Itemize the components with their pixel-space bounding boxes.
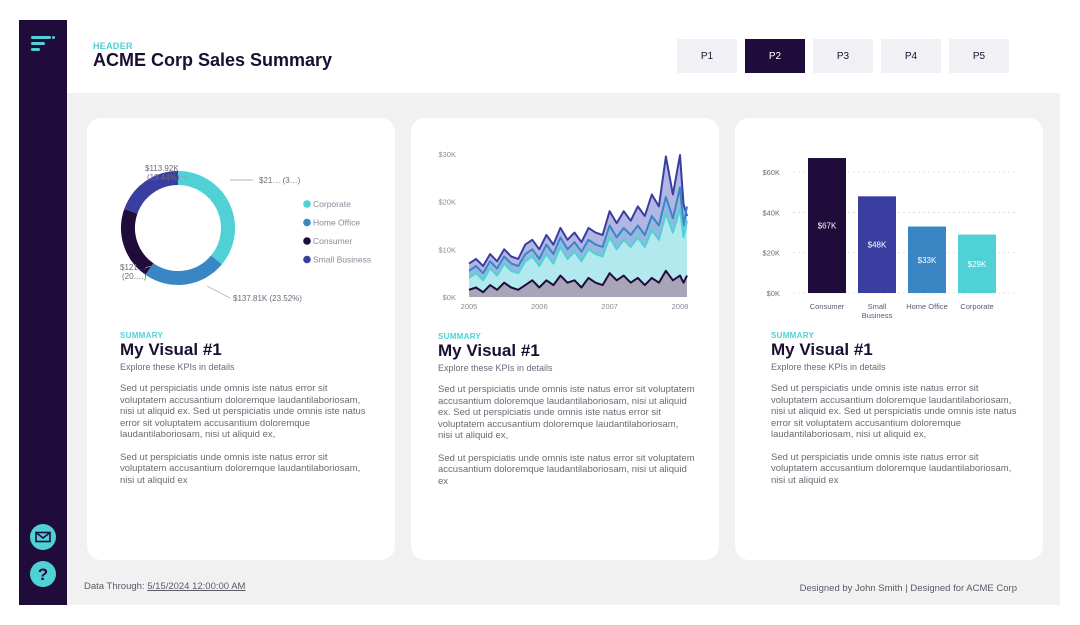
data-through: Data Through: 5/15/2024 12:00:00 AM: [84, 581, 245, 592]
bar-home-office[interactable]: [908, 226, 946, 293]
donut-data-label: (19.44%): [147, 173, 180, 182]
tab-p3[interactable]: P3: [813, 39, 873, 73]
x-tick-label: Home Office: [906, 302, 948, 311]
legend-marker: [303, 237, 311, 245]
card-title: My Visual #1: [120, 340, 222, 359]
y-tick-label: $20K: [438, 198, 456, 207]
y-tick-label: $0K: [767, 289, 780, 298]
menu-icon[interactable]: [30, 34, 56, 56]
donut-leader-line: [206, 285, 231, 299]
card-paragraph: Sed ut perspiciatis unde omnis iste natu…: [438, 452, 695, 487]
bar-data-label: $67K: [818, 222, 837, 231]
card-bar: $0K $20K $40K $60K $67K Consumer $48K Small Busi…: [735, 118, 1043, 560]
bar-consumer[interactable]: [808, 158, 846, 293]
donut-slice-home-office[interactable]: [145, 255, 222, 285]
card-subtitle: Explore these KPIs in details: [771, 362, 886, 372]
x-tick-label: Consumer: [810, 302, 845, 311]
mail-icon: [35, 531, 51, 543]
card-paragraph: Sed ut perspiciatis unde omnis iste natu…: [438, 384, 695, 441]
card-subtitle: Explore these KPIs in details: [438, 363, 553, 373]
area-series-corporate-fill: [469, 208, 687, 297]
area-series-home-office-line[interactable]: [468, 186, 688, 275]
legend-marker: [303, 255, 311, 264]
bar-chart[interactable]: $0K $20K $40K $60K $67K Consumer $48K SmallBusi…: [735, 118, 1043, 323]
card-eyebrow: SUMMARY: [120, 331, 164, 340]
credits: Designed by John Smith | Designed for AC…: [799, 583, 1017, 594]
area-series-consumer-fill: [469, 270, 687, 297]
legend-marker: [303, 218, 311, 227]
donut-slice-corporate[interactable]: [177, 171, 235, 265]
x-tick-label: 2008: [672, 302, 689, 311]
y-tick-label: $20K: [762, 249, 780, 258]
tab-p5[interactable]: P5: [949, 39, 1009, 73]
help-icon: ?: [38, 565, 48, 584]
x-tick-label: 2005: [461, 302, 478, 311]
donut-leader-line: [180, 175, 190, 179]
donut-leader-line: [144, 265, 152, 269]
bar-corporate[interactable]: [958, 234, 996, 293]
page-tabs: P1 P2 P3 P4 P5: [677, 39, 1009, 73]
y-tick-label: $0K: [443, 293, 456, 302]
card-paragraph: Sed ut perspiciatis unde omnis iste natu…: [771, 383, 1017, 440]
donut-data-label: $137.81K (23.52%): [233, 294, 302, 303]
card-donut: $21… (3…) $137.81K (23.52%) $121… (20.…) $11…: [87, 118, 395, 560]
legend-label[interactable]: Small Business: [313, 255, 371, 265]
data-through-date[interactable]: 5/15/2024 12:00:00 AM: [147, 581, 246, 592]
legend-label[interactable]: Home Office: [313, 218, 360, 228]
card-text: SUMMARY My Visual #1 Explore these KPIs …: [771, 331, 1019, 486]
card-eyebrow: SUMMARY: [771, 331, 815, 340]
donut-slice-small-business[interactable]: [124, 171, 179, 214]
card-text: SUMMARY My Visual #1 Explore these KPIs …: [438, 332, 695, 487]
legend-label[interactable]: Corporate: [313, 199, 351, 209]
card-title: My Visual #1: [771, 340, 873, 359]
tab-p1[interactable]: P1: [677, 39, 737, 73]
donut-data-label: $121…: [120, 263, 146, 272]
tab-p4[interactable]: P4: [881, 39, 941, 73]
area-series-small-business-line[interactable]: [468, 154, 688, 267]
donut-data-label: $21… (3…): [259, 176, 301, 185]
y-tick-label: $10K: [438, 245, 456, 254]
svg-text:?: ?: [38, 565, 48, 584]
report-canvas: $21… (3…) $137.81K (23.52%) $121… (20.…) $11…: [67, 93, 1060, 605]
card-paragraph: Sed ut perspiciatis unde omnis iste natu…: [120, 383, 366, 440]
data-through-label: Data Through:: [84, 581, 145, 592]
x-tick-label: Corporate: [960, 302, 993, 311]
bar-data-label: $33K: [918, 256, 937, 265]
area-series-corporate-line[interactable]: [468, 207, 688, 282]
x-tick-label: 2007: [601, 302, 618, 311]
y-tick-label: $40K: [762, 208, 780, 217]
help-button[interactable]: ?: [30, 561, 56, 587]
card-subtitle: Explore these KPIs in details: [120, 362, 235, 372]
bar-data-label: $29K: [968, 260, 987, 269]
bar-data-label: $48K: [868, 241, 887, 250]
card-eyebrow: SUMMARY: [438, 332, 482, 341]
donut-chart[interactable]: $21… (3…) $137.81K (23.52%) $121…(20.…) $11…: [87, 118, 395, 318]
card-paragraph: Sed ut perspiciatis unde omnis iste natu…: [120, 451, 361, 486]
x-tick-label: 2006: [531, 302, 548, 311]
y-tick-label: $30K: [438, 150, 456, 159]
header-eyebrow: HEADER: [93, 41, 133, 51]
area-series-consumer-line[interactable]: [468, 269, 688, 294]
x-tick-label: Small: [868, 302, 887, 311]
area-chart[interactable]: $0K $10K $20K $30K 2005 2006 2007 2008: [411, 118, 719, 323]
sidebar: ?: [19, 20, 67, 605]
legend-label[interactable]: Consumer: [313, 236, 352, 246]
donut-data-label: (20.…): [122, 272, 147, 281]
y-tick-label: $60K: [762, 168, 780, 177]
bar-small-business[interactable]: [858, 196, 896, 293]
donut-data-label: $113.92K: [145, 164, 179, 173]
card-text: SUMMARY My Visual #1 Explore these KPIs …: [120, 331, 371, 486]
card-title: My Visual #1: [438, 341, 540, 360]
card-paragraph: Sed ut perspiciatis unde omnis iste natu…: [771, 451, 1012, 486]
header: HEADER ACME Corp Sales Summary P1 P2 P3 …: [67, 20, 1060, 93]
mail-button[interactable]: [30, 524, 56, 550]
donut-slice-consumer[interactable]: [121, 208, 154, 275]
legend-marker: [303, 200, 311, 208]
x-tick-label: Business: [862, 311, 893, 320]
page-title: ACME Corp Sales Summary: [93, 50, 333, 70]
card-area: $0K $10K $20K $30K 2005 2006 2007 2008 SUMMARY …: [411, 118, 719, 560]
tab-p2[interactable]: P2: [745, 39, 805, 73]
